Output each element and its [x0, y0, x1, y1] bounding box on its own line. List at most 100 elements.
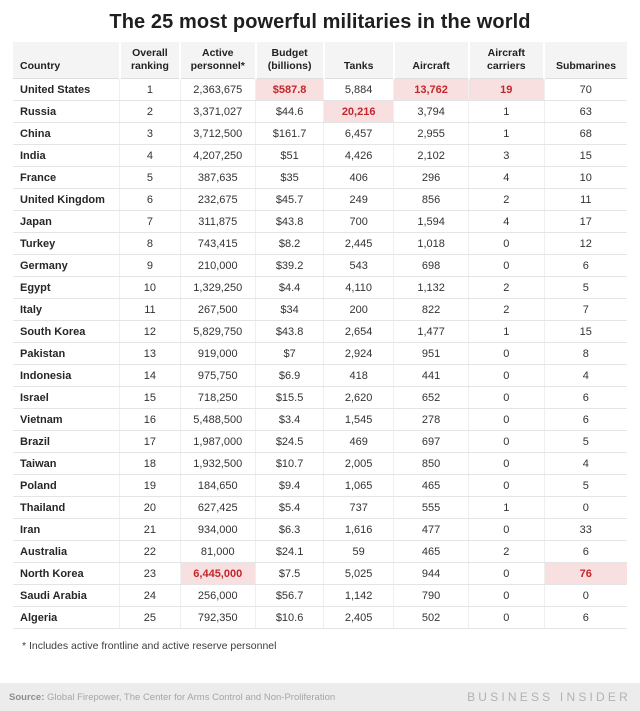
column-header-active-personnel: Active personnel* [179, 42, 257, 80]
column-header-submarines: Submarines [543, 42, 627, 80]
personnel-cell: 1,987,000 [179, 430, 257, 454]
submarines-cell: 10 [543, 166, 627, 190]
submarines-cell: 5 [543, 430, 627, 454]
budget-cell: $7 [255, 342, 325, 366]
rank-cell: 5 [119, 166, 181, 190]
source-text: Source: Global Firepower, The Center for… [9, 692, 335, 703]
personnel-cell: 311,875 [179, 210, 257, 234]
submarines-cell: 7 [543, 298, 627, 322]
carriers-cell: 2 [468, 276, 545, 300]
tanks-cell: 1,616 [323, 518, 395, 542]
country-cell: Iran [13, 518, 121, 542]
rank-cell: 23 [119, 562, 181, 586]
submarines-cell: 15 [543, 144, 627, 168]
aircraft-cell: 1,132 [393, 276, 470, 300]
aircraft-cell: 1,477 [393, 320, 470, 344]
carriers-cell: 0 [468, 364, 545, 388]
table-row: Brazil 17 1,987,000 $24.5 469 697 0 5 [13, 430, 627, 454]
aircraft-cell: 441 [393, 364, 470, 388]
table-row: France 5 387,635 $35 406 296 4 10 [13, 166, 627, 190]
table-row: China 3 3,712,500 $161.7 6,457 2,955 1 68 [13, 122, 627, 146]
submarines-cell: 0 [543, 584, 627, 608]
rank-cell: 10 [119, 276, 181, 300]
aircraft-cell: 13,762 [393, 78, 470, 102]
aircraft-cell: 697 [393, 430, 470, 454]
submarines-cell: 33 [543, 518, 627, 542]
rank-cell: 8 [119, 232, 181, 256]
rank-cell: 20 [119, 496, 181, 520]
table-row: Turkey 8 743,415 $8.2 2,445 1,018 0 12 [13, 232, 627, 256]
rank-cell: 13 [119, 342, 181, 366]
personnel-cell: 919,000 [179, 342, 257, 366]
rank-cell: 2 [119, 100, 181, 124]
table-row: Australia 22 81,000 $24.1 59 465 2 6 [13, 540, 627, 564]
carriers-cell: 0 [468, 430, 545, 454]
country-cell: Germany [13, 254, 121, 278]
carriers-cell: 19 [468, 78, 545, 102]
tanks-cell: 1,142 [323, 584, 395, 608]
country-cell: Brazil [13, 430, 121, 454]
aircraft-cell: 3,794 [393, 100, 470, 124]
rank-cell: 16 [119, 408, 181, 432]
tanks-cell: 737 [323, 496, 395, 520]
rank-cell: 14 [119, 364, 181, 388]
militaries-table: Country Overall ranking Active personnel… [13, 42, 627, 630]
carriers-cell: 1 [468, 100, 545, 124]
submarines-cell: 76 [543, 562, 627, 586]
submarines-cell: 15 [543, 320, 627, 344]
personnel-cell: 718,250 [179, 386, 257, 410]
tanks-cell: 1,545 [323, 408, 395, 432]
budget-cell: $35 [255, 166, 325, 190]
aircraft-cell: 944 [393, 562, 470, 586]
table-body: United States 1 2,363,675 $587.8 5,884 13,762… [13, 78, 627, 630]
rank-cell: 17 [119, 430, 181, 454]
aircraft-cell: 790 [393, 584, 470, 608]
rank-cell: 15 [119, 386, 181, 410]
personnel-cell: 743,415 [179, 232, 257, 256]
budget-cell: $24.5 [255, 430, 325, 454]
rank-cell: 3 [119, 122, 181, 146]
budget-cell: $9.4 [255, 474, 325, 498]
carriers-cell: 2 [468, 298, 545, 322]
source-label: Source: [9, 691, 45, 703]
aircraft-cell: 2,955 [393, 122, 470, 146]
column-header-country: Country [13, 42, 121, 80]
carriers-cell: 0 [468, 408, 545, 432]
carriers-cell: 1 [468, 496, 545, 520]
table-row: Vietnam 16 5,488,500 $3.4 1,545 278 0 6 [13, 408, 627, 432]
submarines-cell: 12 [543, 232, 627, 256]
aircraft-cell: 652 [393, 386, 470, 410]
budget-cell: $43.8 [255, 320, 325, 344]
aircraft-cell: 856 [393, 188, 470, 212]
country-cell: Algeria [13, 606, 121, 630]
country-cell: Indonesia [13, 364, 121, 388]
budget-cell: $5.4 [255, 496, 325, 520]
column-header-aircraft: Aircraft [392, 42, 470, 80]
personnel-cell: 1,329,250 [179, 276, 257, 300]
table-row: Taiwan 18 1,932,500 $10.7 2,005 850 0 4 [13, 452, 627, 476]
carriers-cell: 0 [468, 232, 545, 256]
aircraft-cell: 465 [393, 540, 470, 564]
personnel-cell: 184,650 [179, 474, 257, 498]
aircraft-cell: 465 [393, 474, 470, 498]
table-row: United Kingdom 6 232,675 $45.7 249 856 2 11 [13, 188, 627, 212]
rank-cell: 19 [119, 474, 181, 498]
budget-cell: $43.8 [255, 210, 325, 234]
table-row: Japan 7 311,875 $43.8 700 1,594 4 17 [13, 210, 627, 234]
submarines-cell: 17 [543, 210, 627, 234]
rank-cell: 12 [119, 320, 181, 344]
carriers-cell: 1 [468, 122, 545, 146]
aircraft-cell: 502 [393, 606, 470, 630]
tanks-cell: 6,457 [323, 122, 395, 146]
carriers-cell: 0 [468, 386, 545, 410]
rank-cell: 22 [119, 540, 181, 564]
source-value: Global Firepower, The Center for Arms Co… [47, 691, 336, 703]
tanks-cell: 543 [323, 254, 395, 278]
tanks-cell: 2,654 [323, 320, 395, 344]
submarines-cell: 63 [543, 100, 627, 124]
table-row: United States 1 2,363,675 $587.8 5,884 13,762… [13, 78, 627, 102]
country-cell: Russia [13, 100, 121, 124]
personnel-cell: 975,750 [179, 364, 257, 388]
budget-cell: $10.7 [255, 452, 325, 476]
tanks-cell: 249 [323, 188, 395, 212]
